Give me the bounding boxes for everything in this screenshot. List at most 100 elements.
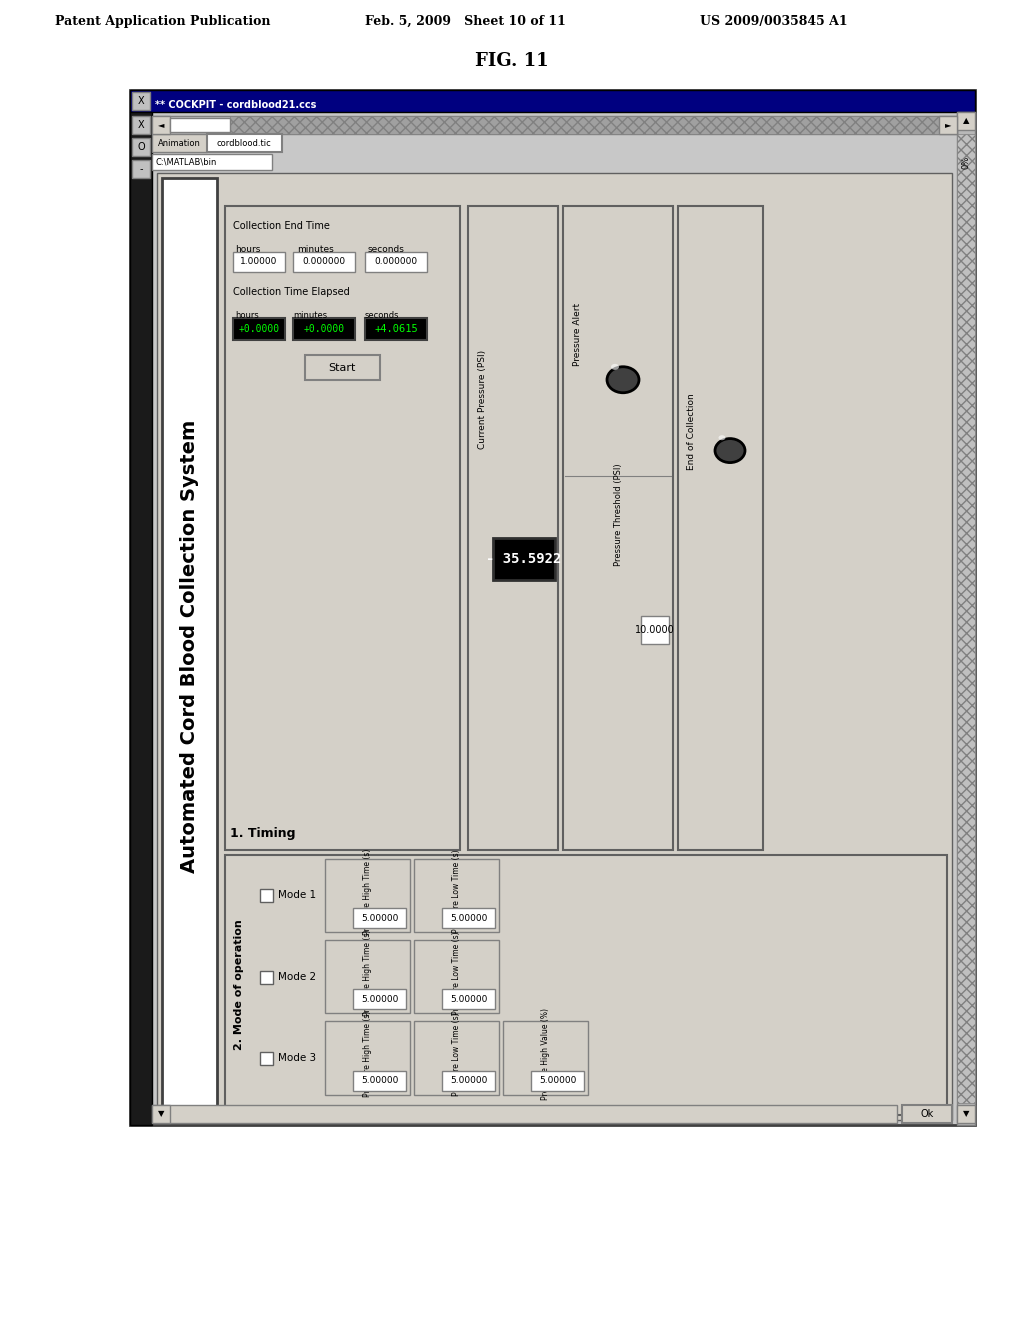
Text: 10.0000: 10.0000 <box>635 624 675 635</box>
Text: 0.000000: 0.000000 <box>302 257 345 267</box>
Text: hours: hours <box>234 246 260 255</box>
Bar <box>293 252 355 272</box>
Text: Mode 3: Mode 3 <box>278 1053 316 1063</box>
Bar <box>132 92 150 110</box>
Bar <box>957 1105 975 1123</box>
Bar <box>162 178 217 1115</box>
Text: +4.0615: +4.0615 <box>374 323 418 334</box>
Bar <box>678 206 763 850</box>
Bar <box>132 116 150 135</box>
Bar <box>260 890 273 903</box>
Text: Collection Time Elapsed: Collection Time Elapsed <box>233 286 350 297</box>
Text: 5.00000: 5.00000 <box>450 995 487 1005</box>
Text: Pressure Low Time (s): Pressure Low Time (s) <box>452 850 461 933</box>
Text: seconds: seconds <box>365 312 399 321</box>
Text: X: X <box>137 96 144 106</box>
Bar <box>414 1022 499 1094</box>
Text: ** COCKPIT - cordblood21.ccs: ** COCKPIT - cordblood21.ccs <box>155 100 316 110</box>
Bar <box>225 206 460 850</box>
Text: FIG. 11: FIG. 11 <box>475 51 549 70</box>
Text: Mode 1: Mode 1 <box>278 891 316 900</box>
Text: 1. Timing: 1. Timing <box>230 828 296 841</box>
Text: 0.000000: 0.000000 <box>375 257 418 267</box>
Bar <box>170 117 230 132</box>
Text: Start: Start <box>329 363 355 372</box>
Text: hours: hours <box>234 312 259 321</box>
Bar <box>414 859 499 932</box>
Text: 5.00000: 5.00000 <box>450 913 487 923</box>
Text: Pressure High Value (%): Pressure High Value (%) <box>541 1008 550 1100</box>
Bar <box>414 940 499 1014</box>
Text: Pressure Alert: Pressure Alert <box>572 304 582 366</box>
Bar <box>305 355 380 380</box>
Text: ◄: ◄ <box>158 120 164 129</box>
Bar <box>130 112 152 1125</box>
Text: 5.00000: 5.00000 <box>450 1076 487 1085</box>
Bar <box>152 1105 897 1123</box>
Bar <box>957 112 975 129</box>
Bar <box>132 139 150 156</box>
Bar <box>260 970 273 983</box>
Text: cordblood.tic: cordblood.tic <box>217 139 271 148</box>
Text: minutes: minutes <box>297 246 334 255</box>
Text: 5.00000: 5.00000 <box>539 1076 577 1085</box>
Text: ▲: ▲ <box>963 116 970 125</box>
Bar <box>157 173 952 1119</box>
Bar <box>641 615 669 644</box>
Text: 1.00000: 1.00000 <box>241 257 278 267</box>
Bar <box>325 859 410 932</box>
Bar <box>230 116 939 135</box>
Text: +0.0000: +0.0000 <box>303 323 344 334</box>
Bar <box>563 206 673 850</box>
Bar <box>130 90 975 1125</box>
Text: +0.0000: +0.0000 <box>239 323 280 334</box>
Bar <box>957 112 975 1125</box>
Ellipse shape <box>611 364 618 370</box>
Text: -: - <box>139 164 142 174</box>
Text: Pressure Threshold (PSI): Pressure Threshold (PSI) <box>613 463 623 566</box>
Text: Pressure High Time (s): Pressure High Time (s) <box>362 929 372 1016</box>
Bar <box>365 318 427 339</box>
Text: Mode 2: Mode 2 <box>278 972 316 982</box>
Bar <box>353 1071 406 1090</box>
Text: C:\MATLAB\bin: C:\MATLAB\bin <box>156 157 217 166</box>
Text: ▼: ▼ <box>158 1110 164 1118</box>
Bar <box>260 1052 273 1065</box>
Bar <box>353 990 406 1010</box>
Bar <box>152 116 957 135</box>
Text: ▼: ▼ <box>963 1110 970 1118</box>
Bar <box>130 90 975 112</box>
Bar <box>225 855 947 1115</box>
Bar <box>902 1105 952 1123</box>
Text: Collection End Time: Collection End Time <box>233 220 330 231</box>
Ellipse shape <box>715 438 745 462</box>
Bar <box>353 908 406 928</box>
Text: Pressure Low Time (s): Pressure Low Time (s) <box>452 1012 461 1096</box>
Text: minutes: minutes <box>293 312 327 321</box>
Text: ►: ► <box>945 120 951 129</box>
Bar <box>442 1071 495 1090</box>
Bar <box>233 252 285 272</box>
Text: Animation: Animation <box>158 139 201 148</box>
Bar <box>325 940 410 1014</box>
Text: End of Collection: End of Collection <box>687 393 696 470</box>
Text: Current Pressure (PSI): Current Pressure (PSI) <box>477 350 486 449</box>
Bar <box>493 539 555 579</box>
Bar <box>152 1105 170 1123</box>
Text: US 2009/0035845 A1: US 2009/0035845 A1 <box>700 15 848 28</box>
Text: 0%: 0% <box>962 156 971 169</box>
Text: Pressure High Time (s): Pressure High Time (s) <box>362 849 372 935</box>
Text: 5.00000: 5.00000 <box>360 995 398 1005</box>
Bar <box>442 990 495 1010</box>
Text: X: X <box>137 120 144 129</box>
Text: Pressure High Time (s): Pressure High Time (s) <box>362 1011 372 1097</box>
Text: Automated Cord Blood Collection System: Automated Cord Blood Collection System <box>180 420 199 873</box>
Text: - 35.5922: - 35.5922 <box>486 552 562 566</box>
Text: 5.00000: 5.00000 <box>360 913 398 923</box>
Text: 2. Mode of operation: 2. Mode of operation <box>234 920 244 1051</box>
Text: seconds: seconds <box>368 246 404 255</box>
Text: 5.00000: 5.00000 <box>360 1076 398 1085</box>
Bar <box>233 318 285 339</box>
Text: Patent Application Publication: Patent Application Publication <box>55 15 270 28</box>
Bar <box>468 206 558 850</box>
